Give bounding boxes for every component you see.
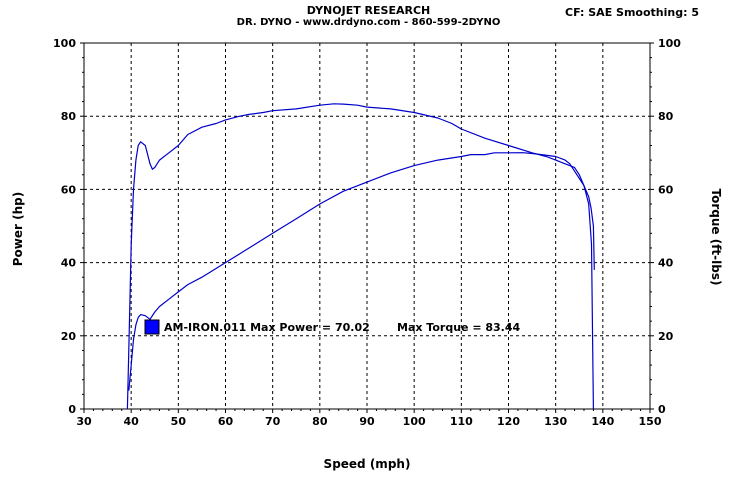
- y-right-tick-label: 40: [658, 257, 674, 270]
- y-right-tick-label: 20: [658, 330, 674, 343]
- x-tick-label: 70: [265, 415, 281, 428]
- series-line-power: [128, 152, 594, 410]
- legend-max-torque: Max Torque = 83.44: [397, 321, 521, 334]
- y-left-tick-label: 40: [61, 257, 77, 270]
- y-axis-left: 0 20 40 60 80 100: [53, 37, 84, 416]
- x-tick-label: 110: [450, 415, 473, 428]
- y-axis-left-title: Power (hp): [11, 192, 25, 266]
- series-line-torque: [126, 103, 595, 410]
- x-tick-label: 130: [544, 415, 567, 428]
- x-tick-label: 120: [497, 415, 520, 428]
- x-tick-label: 60: [218, 415, 234, 428]
- x-axis: 30 40 50 60 70 80 90 100 110 120 130 140 150: [76, 409, 662, 428]
- series-group: [126, 103, 595, 410]
- y-left-tick-label: 60: [61, 183, 77, 196]
- grid-lines: [84, 43, 650, 409]
- y-left-tick-label: 80: [61, 110, 77, 123]
- legend-label: AM-IRON.011 Max Power = 70.02: [164, 321, 370, 334]
- chart-subtitle: DR. DYNO - www.drdyno.com - 860-599-2DYN…: [236, 17, 501, 28]
- y-axis-right-title: Torque (ft-lbs): [709, 189, 723, 286]
- x-axis-title: Speed (mph): [324, 457, 411, 471]
- y-right-tick-label: 60: [658, 183, 674, 196]
- chart-title: DYNOJET RESEARCH: [306, 4, 431, 17]
- x-tick-label: 90: [359, 415, 375, 428]
- y-left-tick-label: 100: [53, 37, 76, 50]
- x-tick-label: 100: [403, 415, 426, 428]
- y-axis-right: 0 20 40 60 80 100: [650, 37, 681, 416]
- x-tick-label: 80: [312, 415, 328, 428]
- x-tick-label: 140: [591, 415, 614, 428]
- y-left-tick-label: 20: [61, 330, 77, 343]
- y-right-tick-label: 100: [658, 37, 681, 50]
- x-tick-label: 40: [124, 415, 140, 428]
- x-tick-label: 50: [171, 415, 187, 428]
- x-tick-label: 150: [639, 415, 662, 428]
- x-tick-label: 30: [76, 415, 92, 428]
- legend-swatch: [144, 319, 160, 335]
- y-left-tick-label: 0: [68, 403, 76, 416]
- settings-label: CF: SAE Smoothing: 5: [565, 6, 699, 19]
- y-right-tick-label: 80: [658, 110, 674, 123]
- y-right-tick-label: 0: [658, 403, 666, 416]
